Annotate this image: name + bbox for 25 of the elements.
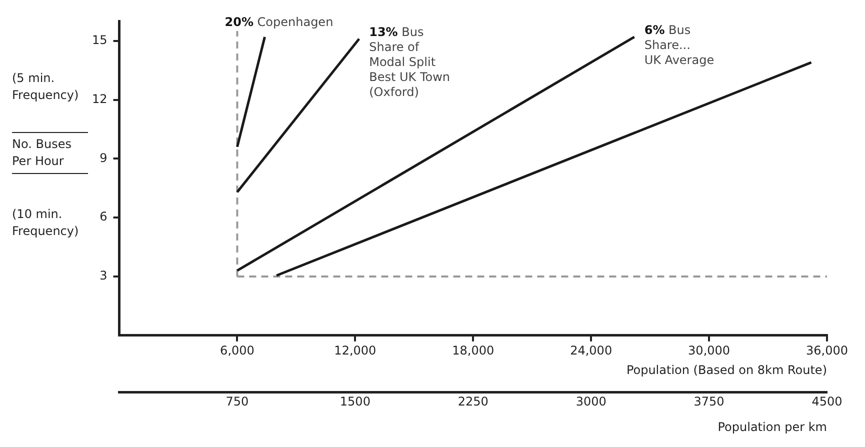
text: (5 min. Frequency): [12, 70, 80, 104]
x2-tick-label: 1500: [340, 394, 370, 409]
x2-tick-label: 3000: [576, 394, 606, 409]
text: (10 min. Frequency): [12, 206, 80, 240]
x2-axis-title: Population per km: [718, 420, 827, 434]
x2-tick-label: 750: [226, 394, 249, 409]
x-tick-label: 18,000: [452, 344, 494, 358]
y-tick-label: 3: [100, 268, 108, 283]
y-axis-title: No. Buses Per Hour: [12, 132, 88, 174]
x2-tick-label: 4500: [812, 394, 842, 409]
x2-tick-label: 2250: [458, 394, 488, 409]
x-tick-label: 6,000: [220, 344, 254, 358]
x-tick-label: 24,000: [570, 344, 612, 358]
y-tick-label: 9: [100, 150, 108, 165]
y-tick-label: 15: [92, 32, 108, 47]
series-label: 20% Copenhagen: [224, 15, 334, 30]
x-tick-label: 36,000: [806, 344, 848, 358]
x-tick-label: 30,000: [688, 344, 730, 358]
x-tick-label: 12,000: [334, 344, 376, 358]
x-axis-title: Population (Based on 8km Route): [626, 363, 827, 378]
series-label: 6% Bus Share... UK Average: [644, 23, 714, 68]
y-tick-label: 6: [100, 210, 108, 224]
x2-tick-label: 3750: [694, 394, 724, 409]
series-label: 13% Bus Share of Modal Split Best UK Town (Oxford): [369, 25, 450, 99]
y-tick-label: 12: [92, 92, 108, 106]
